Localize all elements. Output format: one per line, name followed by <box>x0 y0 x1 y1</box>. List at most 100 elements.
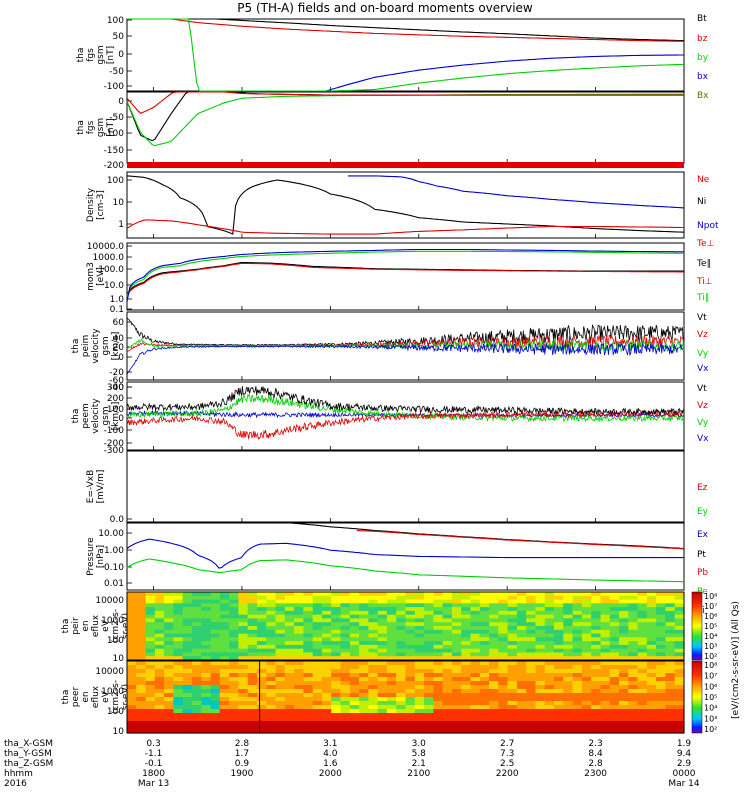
spectrogram-cell <box>424 599 434 604</box>
spectrogram-cell <box>164 669 174 674</box>
spectrogram-cell <box>609 709 620 714</box>
spectrogram-cell <box>396 721 407 726</box>
spectrogram-cell <box>266 610 277 616</box>
spectrogram-cell <box>192 652 202 657</box>
spectrogram-cell <box>340 614 351 620</box>
spectrogram-cell <box>414 595 425 601</box>
spectrogram-cell <box>331 629 342 635</box>
spectrogram-cell <box>173 629 184 635</box>
spectrogram-cell <box>591 701 602 706</box>
spectrogram-cell <box>516 652 527 657</box>
spectrogram-cell <box>628 592 639 597</box>
spectrogram-cell <box>368 685 379 690</box>
spectrogram-cell <box>479 725 490 730</box>
axis-row-value: -1.1 <box>145 749 163 759</box>
spectrogram-cell <box>136 729 147 734</box>
spectrogram-cell <box>433 648 444 654</box>
spectrogram-cell <box>275 697 286 702</box>
spectrogram-cell <box>257 644 267 650</box>
spectrogram-cell <box>656 633 666 638</box>
spectrogram-cell <box>442 689 453 694</box>
spectrogram-cell <box>628 673 639 678</box>
spectrogram-cell <box>619 652 629 657</box>
spectrogram-cell <box>656 626 666 631</box>
spectrogram-cell <box>312 618 323 623</box>
spectrogram-cell <box>154 648 165 654</box>
spectrogram-cell <box>572 661 583 666</box>
spectrogram-cell <box>451 729 462 734</box>
spectrogram-cell <box>359 697 369 702</box>
spectrogram-cell <box>386 599 397 604</box>
spectrogram-cell <box>674 713 685 718</box>
spectrogram-cell <box>628 626 639 631</box>
spectrogram-cell <box>572 637 583 642</box>
spectrogram-cell <box>359 652 369 657</box>
spectrogram-cell <box>656 610 666 616</box>
spectrogram-cell <box>451 595 462 601</box>
spectrogram-cell <box>628 713 639 718</box>
spectrogram-cell <box>535 697 546 702</box>
spectrogram-cell <box>340 618 351 623</box>
spectrogram-cell <box>554 637 564 642</box>
spectrogram-cell <box>516 592 527 597</box>
legend-Te⊥: Te⊥ <box>696 239 715 249</box>
spectrogram-cell <box>489 729 499 734</box>
spectrogram-cell <box>646 705 657 710</box>
spectrogram-cell <box>544 603 555 608</box>
spectrogram-cell <box>628 721 639 726</box>
legend-Vy: Vy <box>697 349 709 359</box>
spectrogram-cell <box>238 677 249 682</box>
spectrogram-cell <box>581 709 592 714</box>
spectrogram-cell <box>507 729 518 734</box>
spectrogram-cell <box>489 685 499 690</box>
spectrogram-cell <box>424 673 434 678</box>
spectrogram-cell <box>219 661 230 666</box>
spectrogram-cell <box>247 685 258 690</box>
spectrogram-cell <box>451 626 462 631</box>
y-axis-label: [mV/m] <box>96 470 106 504</box>
spectrogram-cell <box>674 603 685 608</box>
spectrogram-cell <box>554 633 564 638</box>
panel-frame <box>126 522 685 591</box>
spectrogram-cell <box>386 603 397 608</box>
spectrogram-cell <box>442 665 453 670</box>
spectrogram-cell <box>136 721 147 726</box>
spectrogram-cell <box>526 633 537 638</box>
spectrogram-cell <box>628 681 639 686</box>
spectrogram-cell <box>359 648 369 654</box>
spectrogram-cell <box>164 626 174 631</box>
spectrogram-cell <box>201 681 212 686</box>
spectrogram-cell <box>451 656 462 661</box>
y-tick-label: 10 <box>113 654 125 664</box>
spectrogram-cell <box>656 607 666 612</box>
spectrogram-cell <box>247 689 258 694</box>
spectrogram-cell <box>219 693 230 698</box>
spectrogram-cell <box>247 595 258 601</box>
spectrogram-cell <box>182 689 193 694</box>
series-p4-Te∥ <box>126 261 684 295</box>
spectrogram-cell <box>257 648 267 654</box>
spectrogram-cell <box>405 665 416 670</box>
axis-row-value: -0.1 <box>145 759 163 769</box>
spectrogram-cell <box>535 644 546 650</box>
spectrogram-cell <box>609 599 620 604</box>
spectrogram-cell <box>247 709 258 714</box>
spectrogram-cell <box>424 633 434 638</box>
spectrogram-cell <box>563 693 574 698</box>
spectrogram-cell <box>164 701 174 706</box>
spectrogram-cell <box>461 648 472 654</box>
spectrogram-cell <box>600 709 611 714</box>
spectrogram-cell <box>572 701 583 706</box>
y-tick-label: 0.01 <box>104 579 124 589</box>
spectrogram-cell <box>303 669 314 674</box>
spectrogram-cell <box>210 629 221 635</box>
spectrogram-cell <box>526 607 537 612</box>
spectrogram-cell <box>210 607 221 612</box>
spectrogram-cell <box>554 681 564 686</box>
spectrogram-cell <box>461 614 472 620</box>
spectrogram-cell <box>470 693 481 698</box>
spectrogram-cell <box>424 729 434 734</box>
spectrogram-cell <box>349 607 360 612</box>
spectrogram-cell <box>303 652 314 657</box>
spectrogram-cell <box>433 656 444 661</box>
